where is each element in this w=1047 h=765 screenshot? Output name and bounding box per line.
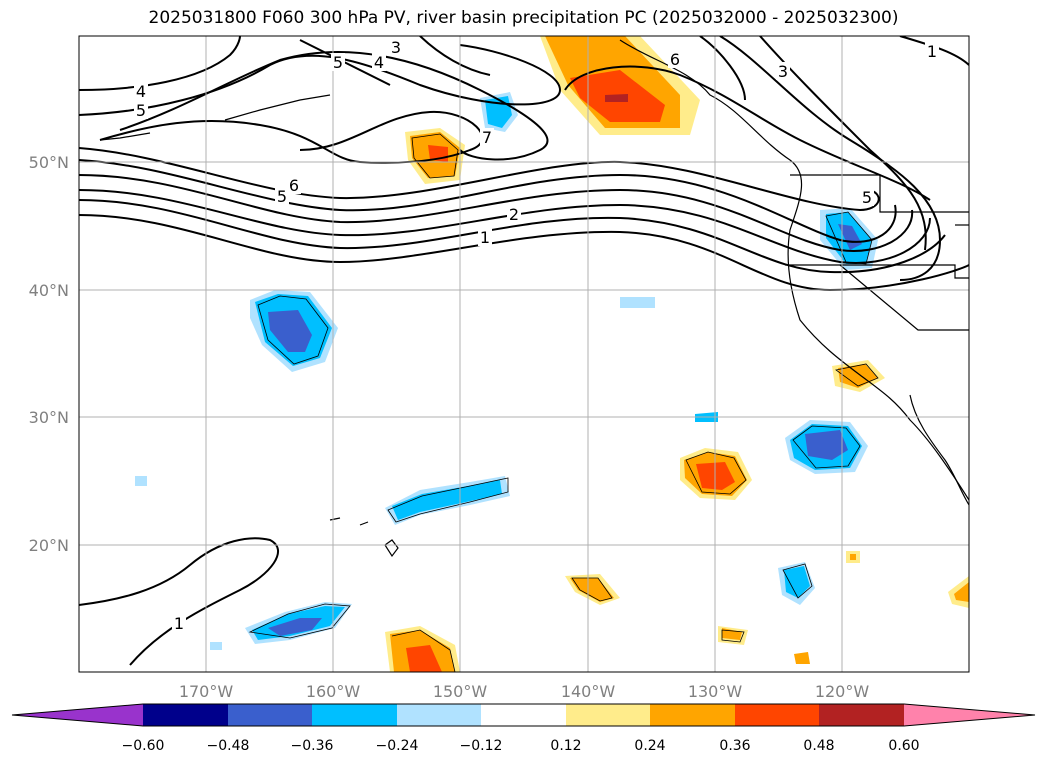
pv-contour-5	[79, 159, 897, 243]
colorbar: −0.60 −0.48 −0.36 −0.24 −0.12 0.12 0.24 …	[11, 703, 1036, 754]
colorbar-segment	[819, 704, 904, 726]
pv-contour-4a	[79, 36, 241, 91]
pv-contour-6a	[119, 50, 549, 161]
lat-label-40n: 40°N	[29, 281, 69, 300]
colorbar-segment	[397, 704, 481, 726]
contour-label: 5	[333, 53, 343, 72]
colorbar-tick: −0.24	[376, 738, 419, 754]
lat-labels: 50°N 40°N 30°N 20°N	[29, 153, 69, 555]
colorbar-tick: 0.48	[803, 738, 834, 754]
lon-label-150w: 150°W	[433, 682, 488, 701]
contour-label: 3	[778, 62, 788, 81]
pv-contour-right4	[899, 36, 969, 66]
contour-labels: 4 5 3 5 4 6 6 5 7 2 1 3 1 5	[134, 38, 939, 633]
shade-neg1	[210, 642, 222, 650]
colorbar-segment	[735, 704, 819, 726]
contour-label: 6	[289, 176, 299, 195]
colorbar-tick: 0.60	[888, 738, 919, 754]
shade-neg1	[135, 476, 147, 486]
shade-neg3	[268, 310, 312, 352]
colorbar-segment	[481, 704, 566, 726]
map-title: 2025031800 F060 300 hPa PV, river basin …	[148, 8, 899, 28]
shade-outlines	[248, 133, 879, 672]
map-panel: 4 5 3 5 4 6 6 5 7 2 1 3 1 5	[79, 36, 969, 672]
pv-contours	[79, 36, 969, 666]
contour-label: 5	[862, 188, 872, 207]
shade-neg3	[268, 618, 322, 636]
shade-neg1	[620, 297, 655, 308]
pv-contour-n2	[419, 36, 491, 76]
lon-label-120w: 120°W	[815, 682, 870, 701]
colorbar-tick: −0.12	[460, 738, 503, 754]
pv-contour-sw	[79, 537, 280, 666]
contour-label: 2	[509, 205, 519, 224]
pv-contour-lowloop	[564, 65, 931, 201]
pv-contour-4	[79, 174, 914, 252]
pv-contour-3	[79, 189, 931, 264]
shade-pos3	[406, 645, 442, 672]
lon-label-130w: 130°W	[688, 682, 743, 701]
contour-label: 7	[482, 128, 492, 147]
colorbar-segment	[566, 704, 650, 726]
colorbar-extend-left	[12, 704, 143, 726]
colorbar-tick: 0.24	[634, 738, 665, 754]
colorbar-segment	[228, 704, 312, 726]
colorbar-tick: −0.36	[291, 738, 334, 754]
contour-label: 3	[391, 38, 401, 57]
shade-neg3	[805, 430, 848, 460]
shade-neg2	[392, 480, 502, 520]
lon-label-140w: 140°W	[561, 682, 616, 701]
shade-pos2	[794, 652, 810, 664]
colorbar-extend-right	[904, 704, 1035, 726]
lat-label-50n: 50°N	[29, 153, 69, 172]
colorbar-tick: 0.36	[719, 738, 750, 754]
shade-neg2	[784, 566, 810, 598]
pv-contour-1	[79, 214, 969, 292]
contour-label: 1	[927, 42, 937, 61]
colorbar-tick: −0.60	[122, 738, 165, 754]
lon-label-160w: 160°W	[306, 682, 361, 701]
contour-label: 4	[374, 53, 384, 72]
shade-pos2	[570, 578, 614, 602]
contour-label: 5	[277, 187, 287, 206]
colorbar-tick: −0.48	[207, 738, 250, 754]
map-frame	[78, 35, 970, 673]
contour-label: 5	[136, 101, 146, 120]
lon-labels: 170°W 160°W 150°W 140°W 130°W 120°W	[179, 682, 870, 701]
contour-label: 4	[136, 82, 146, 101]
colorbar-tick: 0.12	[550, 738, 581, 754]
pv-contour-x	[99, 110, 484, 164]
shade-pos4	[605, 94, 628, 102]
graticule	[79, 36, 969, 672]
shade-pos2	[954, 582, 969, 602]
lat-label-20n: 20°N	[29, 536, 69, 555]
lat-label-30n: 30°N	[29, 408, 69, 427]
pv-contour-6	[79, 147, 880, 212]
colorbar-segment	[312, 704, 397, 726]
pv-contour-right3	[699, 36, 746, 101]
contour-label: 6	[670, 50, 680, 69]
shade-pos2	[850, 554, 856, 560]
pv-contour-2	[79, 199, 946, 274]
colorbar-segment	[650, 704, 735, 726]
contour-label: 1	[480, 228, 490, 247]
shade-neg3	[838, 224, 862, 250]
lon-label-170w: 170°W	[179, 682, 234, 701]
colorbar-segment	[143, 704, 228, 726]
contour-label: 1	[174, 614, 184, 633]
coastlines	[99, 39, 969, 558]
